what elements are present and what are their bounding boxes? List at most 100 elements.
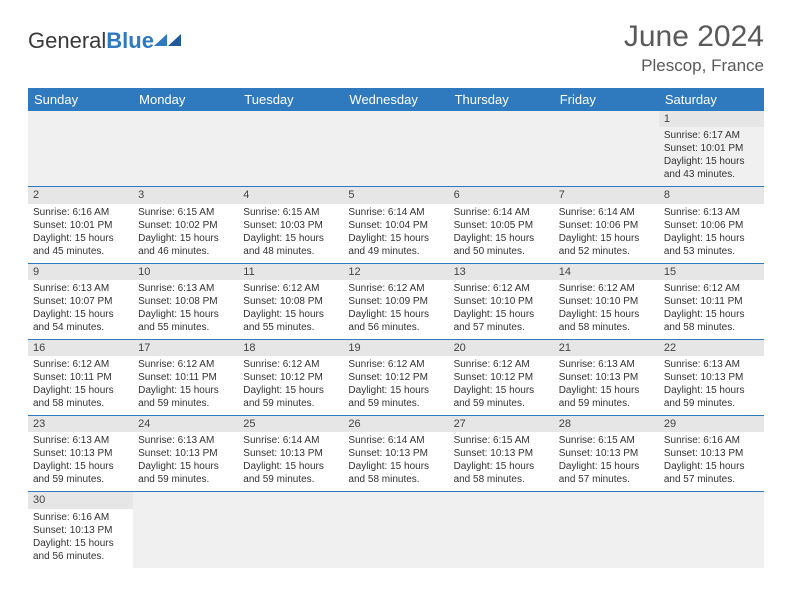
empty-cell [133,492,238,568]
day-details: Sunrise: 6:17 AMSunset: 10:01 PMDaylight… [664,129,759,181]
day-details: Sunrise: 6:12 AMSunset: 10:10 PMDaylight… [559,282,654,334]
day-details: Sunrise: 6:14 AMSunset: 10:13 PMDaylight… [243,434,338,486]
day-header-tuesday: Tuesday [238,88,343,111]
day-number: 12 [343,264,448,280]
day-header-row: SundayMondayTuesdayWednesdayThursdayFrid… [28,88,764,111]
day-cell-22: 22 Sunrise: 6:13 AMSunset: 10:13 PMDaylig… [659,339,764,415]
day-cell-30: 30 Sunrise: 6:16 AMSunset: 10:13 PMDaylig… [28,492,133,568]
day-cell-6: 6Sunrise: 6:14 AMSunset: 10:05 PMDayligh… [449,187,554,263]
day-details: Sunrise: 6:15 AMSunset: 10:03 PMDaylight… [243,206,338,258]
day-details: Sunrise: 6:14 AMSunset: 10:06 PMDaylight… [559,206,654,258]
logo-blue: Blue [106,28,154,53]
day-cell-18: 18Sunrise: 6:12 AMSunset: 10:12 PMDaylig… [238,339,343,415]
day-details: Sunrise: 6:12 AMSunset: 10:12 PMDaylight… [348,358,443,410]
day-number: 23 [28,416,133,432]
empty-cell [238,492,343,568]
day-number: 17 [133,340,238,356]
day-cell-1: 1Sunrise: 6:17 AMSunset: 10:01 PMDayligh… [659,111,764,187]
day-details: Sunrise: 6:12 AMSunset: 10:09 PMDaylight… [348,282,443,334]
calendar-row: 23 Sunrise: 6:13 AMSunset: 10:13 PMDaylig… [28,416,764,492]
header: GeneralBlue June 2024 Plescop, France [28,20,764,76]
day-cell-26: 26Sunrise: 6:14 AMSunset: 10:13 PMDaylig… [343,416,448,492]
day-details: Sunrise: 6:15 AMSunset: 10:13 PMDaylight… [454,434,549,486]
day-details: Sunrise: 6:12 AMSunset: 10:11 PMDaylight… [138,358,233,410]
day-details: Sunrise: 6:12 AMSunset: 10:11 PMDaylight… [664,282,759,334]
day-details: Sunrise: 6:13 AMSunset: 10:08 PMDaylight… [138,282,233,334]
day-cell-21: 21 Sunrise: 6:13 AMSunset: 10:13 PMDaylig… [554,339,659,415]
empty-cell [133,111,238,187]
day-number: 22 [659,340,764,356]
calendar-row: 16 Sunrise: 6:12 AMSunset: 10:11 PMDaylig… [28,339,764,415]
location: Plescop, France [624,56,764,76]
empty-cell [343,492,448,568]
day-details: Sunrise: 6:13 AMSunset: 10:13 PMDaylight… [559,358,654,410]
day-details: Sunrise: 6:12 AMSunset: 10:12 PMDaylight… [243,358,338,410]
empty-cell [28,111,133,187]
day-header-friday: Friday [554,88,659,111]
day-cell-13: 13 Sunrise: 6:12 AMSunset: 10:10 PMDaylig… [449,263,554,339]
day-details: Sunrise: 6:13 AMSunset: 10:13 PMDaylight… [664,358,759,410]
day-number: 20 [449,340,554,356]
day-number: 16 [28,340,133,356]
day-header-monday: Monday [133,88,238,111]
logo-general: General [28,28,106,53]
day-details: Sunrise: 6:15 AMSunset: 10:02 PMDaylight… [138,206,233,258]
logo-text: GeneralBlue [28,28,154,54]
day-header-thursday: Thursday [449,88,554,111]
empty-cell [554,492,659,568]
day-details: Sunrise: 6:12 AMSunset: 10:12 PMDaylight… [454,358,549,410]
day-header-sunday: Sunday [28,88,133,111]
day-number: 8 [659,187,764,203]
day-details: Sunrise: 6:16 AMSunset: 10:13 PMDaylight… [33,511,128,563]
logo: GeneralBlue [28,28,182,54]
day-number: 3 [133,187,238,203]
day-number: 7 [554,187,659,203]
day-number: 24 [133,416,238,432]
empty-cell [449,492,554,568]
day-details: Sunrise: 6:16 AMSunset: 10:01 PMDaylight… [33,206,128,258]
day-header-wednesday: Wednesday [343,88,448,111]
calendar-body: 1Sunrise: 6:17 AMSunset: 10:01 PMDayligh… [28,111,764,568]
calendar-row: 1Sunrise: 6:17 AMSunset: 10:01 PMDayligh… [28,111,764,187]
month-title: June 2024 [624,20,764,54]
day-cell-17: 17 Sunrise: 6:12 AMSunset: 10:11 PMDaylig… [133,339,238,415]
day-number: 5 [343,187,448,203]
day-number: 15 [659,264,764,280]
empty-cell [659,492,764,568]
day-number: 13 [449,264,554,280]
title-block: June 2024 Plescop, France [624,20,764,76]
calendar-row: 30 Sunrise: 6:16 AMSunset: 10:13 PMDaylig… [28,492,764,568]
empty-cell [449,111,554,187]
day-cell-28: 28Sunrise: 6:15 AMSunset: 10:13 PMDaylig… [554,416,659,492]
day-details: Sunrise: 6:13 AMSunset: 10:07 PMDaylight… [33,282,128,334]
day-number: 27 [449,416,554,432]
day-cell-20: 20 Sunrise: 6:12 AMSunset: 10:12 PMDaylig… [449,339,554,415]
day-cell-4: 4 Sunrise: 6:15 AMSunset: 10:03 PMDayligh… [238,187,343,263]
day-cell-7: 7 Sunrise: 6:14 AMSunset: 10:06 PMDayligh… [554,187,659,263]
day-details: Sunrise: 6:13 AMSunset: 10:13 PMDaylight… [138,434,233,486]
day-details: Sunrise: 6:13 AMSunset: 10:06 PMDaylight… [664,206,759,258]
day-cell-24: 24 Sunrise: 6:13 AMSunset: 10:13 PMDaylig… [133,416,238,492]
day-details: Sunrise: 6:13 AMSunset: 10:13 PMDaylight… [33,434,128,486]
day-cell-19: 19Sunrise: 6:12 AMSunset: 10:12 PMDaylig… [343,339,448,415]
day-number: 30 [28,492,133,508]
day-cell-15: 15 Sunrise: 6:12 AMSunset: 10:11 PMDaylig… [659,263,764,339]
day-number: 28 [554,416,659,432]
day-cell-12: 12 Sunrise: 6:12 AMSunset: 10:09 PMDaylig… [343,263,448,339]
day-details: Sunrise: 6:12 AMSunset: 10:11 PMDaylight… [33,358,128,410]
empty-cell [343,111,448,187]
calendar-table: SundayMondayTuesdayWednesdayThursdayFrid… [28,88,764,568]
day-number: 2 [28,187,133,203]
day-number: 21 [554,340,659,356]
day-cell-9: 9 Sunrise: 6:13 AMSunset: 10:07 PMDayligh… [28,263,133,339]
flag-icon [154,32,182,50]
day-number: 6 [449,187,554,203]
calendar-row: 9 Sunrise: 6:13 AMSunset: 10:07 PMDayligh… [28,263,764,339]
day-number: 4 [238,187,343,203]
day-details: Sunrise: 6:12 AMSunset: 10:10 PMDaylight… [454,282,549,334]
day-number: 9 [28,264,133,280]
day-details: Sunrise: 6:16 AMSunset: 10:13 PMDaylight… [664,434,759,486]
day-cell-25: 25Sunrise: 6:14 AMSunset: 10:13 PMDaylig… [238,416,343,492]
day-header-saturday: Saturday [659,88,764,111]
day-cell-3: 3 Sunrise: 6:15 AMSunset: 10:02 PMDayligh… [133,187,238,263]
